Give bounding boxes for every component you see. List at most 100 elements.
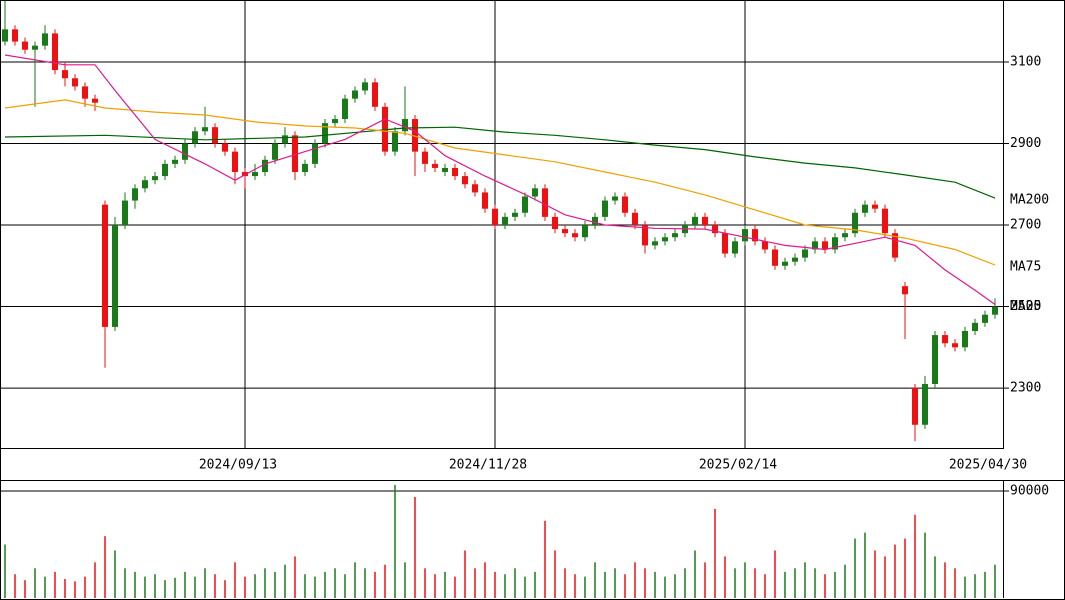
candle-body: [902, 286, 908, 295]
candle-body: [822, 241, 828, 250]
candle-body: [242, 172, 248, 177]
candle-body: [562, 229, 568, 234]
candle-body: [922, 384, 928, 425]
candle-body: [82, 86, 88, 99]
candle-body: [142, 180, 148, 189]
candle-body: [252, 172, 258, 177]
moving-average-line: [4, 54, 996, 305]
y-tick-label: 2500: [1010, 299, 1041, 314]
candle-body: [2, 29, 8, 42]
candle-body: [462, 176, 468, 185]
candle-body: [132, 188, 138, 201]
candle-body: [12, 29, 18, 42]
candle-body: [622, 196, 628, 213]
candle-body: [492, 208, 498, 226]
candle-body: [102, 204, 108, 327]
candle-body: [602, 200, 608, 217]
candle-body: [912, 388, 918, 425]
candle-body: [722, 233, 728, 254]
candle-body: [972, 322, 978, 332]
candle-body: [312, 143, 318, 164]
candle-body: [412, 119, 418, 152]
candle-body: [952, 343, 958, 348]
candle-body: [932, 335, 938, 384]
moving-average-line: [4, 99, 996, 266]
candle-body: [222, 143, 228, 152]
candle-body: [632, 212, 638, 226]
y-tick-label: 2300: [1010, 381, 1041, 396]
candle-body: [892, 233, 898, 258]
candle-body: [402, 119, 408, 132]
candle-body: [302, 163, 308, 173]
candle-body: [32, 45, 38, 50]
x-tick-label: 2024/09/13: [199, 458, 277, 473]
candle-body: [742, 229, 748, 242]
candle-body: [442, 167, 448, 173]
candle-body: [652, 241, 658, 246]
candle-body: [572, 233, 578, 238]
candle-body: [482, 192, 488, 209]
candle-body: [62, 70, 68, 79]
candle-body: [802, 249, 808, 258]
candle-body: [702, 216, 708, 226]
candle-body: [542, 188, 548, 217]
price-frame: [0, 0, 1004, 449]
candle-body: [392, 131, 398, 152]
series-label: MA75: [1010, 259, 1041, 274]
candle-body: [262, 159, 268, 173]
candle-body: [942, 335, 948, 344]
candle-body: [512, 212, 518, 217]
candle-body: [112, 225, 118, 327]
candle-body: [992, 306, 998, 315]
moving-average-line: [4, 126, 996, 199]
candle-body: [52, 33, 58, 71]
candle-body: [532, 188, 538, 197]
candle-body: [982, 314, 988, 323]
candle-body: [782, 261, 788, 266]
candle-body: [332, 119, 338, 124]
candle-body: [662, 237, 668, 242]
candle-body: [502, 216, 508, 226]
candle-body: [212, 127, 218, 144]
candle-body: [42, 33, 48, 46]
candle-body: [22, 41, 28, 50]
candle-body: [352, 90, 358, 99]
series-label: MA200: [1010, 193, 1049, 208]
candle-body: [362, 82, 368, 91]
candle-body: [72, 78, 78, 87]
candle-body: [172, 159, 178, 164]
y-tick-label: 3100: [1010, 54, 1041, 69]
candle-body: [852, 212, 858, 234]
candle-body: [612, 196, 618, 201]
candle-body: [372, 82, 378, 107]
candle-body: [452, 167, 458, 177]
candle-body: [202, 127, 208, 132]
candle-body: [772, 249, 778, 266]
candle-body: [342, 98, 348, 120]
candle-body: [642, 225, 648, 246]
candle-body: [812, 241, 818, 250]
candle-body: [522, 196, 528, 213]
candle-body: [592, 216, 598, 226]
candle-body: [232, 151, 238, 173]
y-tick-label: 2700: [1010, 218, 1041, 233]
candle-body: [422, 151, 428, 164]
series-label: MA25: [1010, 299, 1041, 314]
candle-body: [692, 216, 698, 226]
candle-body: [862, 204, 868, 213]
candle-body: [582, 225, 588, 238]
x-tick-label: 2025/04/30: [949, 458, 1027, 473]
candle-body: [432, 163, 438, 168]
x-tick-label: 2024/11/28: [449, 458, 527, 473]
candle-body: [282, 135, 288, 144]
candle-body: [152, 176, 158, 181]
candle-body: [182, 143, 188, 160]
candle-body: [732, 241, 738, 254]
candle-body: [162, 163, 168, 177]
candle-body: [832, 237, 838, 250]
x-tick-label: 2025/02/14: [699, 458, 777, 473]
candle-body: [962, 331, 968, 348]
candle-body: [672, 233, 678, 238]
candle-body: [122, 200, 128, 226]
